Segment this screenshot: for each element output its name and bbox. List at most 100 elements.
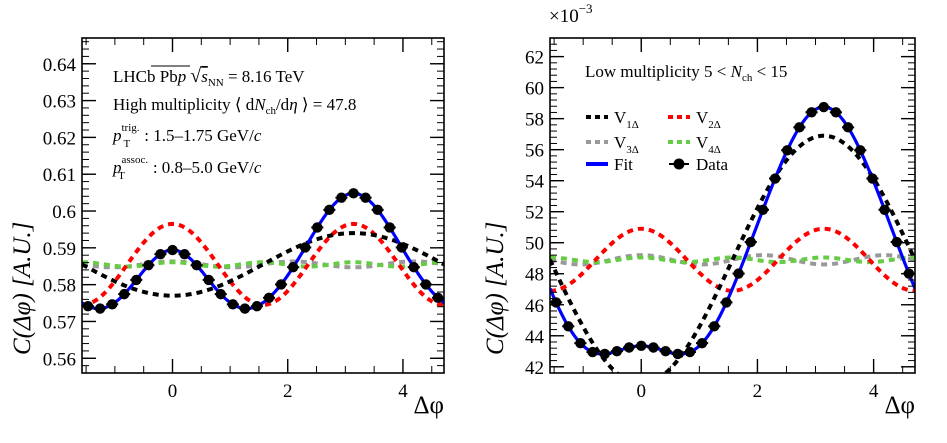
legend-v2: V2Δ [668,108,721,131]
right-y-tick-label: 48 [525,265,544,286]
right-curves [550,105,915,373]
left-data-point [143,260,154,271]
right-data-point [879,204,890,215]
right-y-tick-label: 54 [525,172,545,193]
right-y-tick-label: 60 [525,79,544,100]
left-data-point [106,299,118,310]
right-data-point [684,346,696,358]
right-curve-fit [550,105,915,356]
right-data-point [782,145,793,156]
legend-v2-label: V2Δ [696,108,721,131]
left-data-point [251,300,263,312]
left-data-point [119,288,130,300]
left-annotation-multiplicity: High multiplicity ⟨ dNch/dη ⟩ = 47.8 [113,95,356,117]
left-curves [82,191,444,311]
left-y-tick-label: 0.62 [43,128,76,149]
left-data-point [167,244,178,256]
left-data-point [227,299,239,310]
left-data-point [408,261,420,273]
left-data-point [191,260,202,271]
right-axis-ticks: 42 44 46 48 50 52 54 56 58 60 62 0 2 4 [525,37,915,402]
right-axis-multiplier: ×10−3 [549,1,593,27]
left-data-point [287,261,299,273]
left-panel: 0.56 0.57 0.58 0.59 0.6 0.61 0.62 0.63 0.64 0 2 4 C… [9,37,445,419]
right-data-point [769,173,781,184]
legend-v3: V3Δ [586,133,639,156]
left-data-point [239,303,251,314]
left-data-point [179,248,190,260]
left-data-point [275,279,287,290]
left-data-point [155,248,166,260]
left-data-point [384,222,395,233]
legend-fit: Fit [586,155,633,174]
left-curve-v1δ [82,231,444,298]
right-data-point [575,337,586,349]
legend-v3-label: V3Δ [614,133,639,156]
left-y-tick-label: 0.58 [43,276,76,297]
right-data-point [867,173,878,184]
legend-v1-label: V1Δ [614,108,639,131]
right-data-point [709,321,720,332]
right-data-point [806,107,817,118]
left-data-markers [82,188,444,314]
left-data-point [300,242,311,253]
right-data-point [672,348,683,360]
right-plot-frame [549,37,916,374]
left-curve-v2δ [82,221,444,307]
legend-v4: V4Δ [668,133,721,156]
right-data-point [830,107,842,118]
left-y-tick-label: 0.56 [43,349,76,370]
right-data-point [623,342,635,353]
right-data-point [563,321,574,332]
left-x-axis-label: Δφ [413,392,444,419]
right-data-point [745,236,756,248]
left-data-point [203,274,214,286]
right-data-point [794,122,805,133]
left-data-point [263,292,275,304]
right-annotation-multiplicity: Low multiplicity 5 < Nch < 15 [585,62,787,84]
right-data-point [733,268,744,279]
right-data-point [696,337,708,349]
left-annotation-collision: LHCb Pbp √sNN = 8.16 TeV [113,65,305,89]
right-data-point [660,345,671,357]
left-data-point [82,300,94,312]
right-x-tick-label: 0 [637,381,647,402]
legend-data-marker [673,158,685,170]
right-y-tick-label: 56 [525,141,544,162]
left-data-point [360,192,371,203]
left-y-tick-label: 0.59 [43,239,76,260]
right-y-tick-label: 42 [525,358,544,379]
legend-v1: V1Δ [586,108,639,131]
right-data-markers [550,101,915,360]
left-data-point [396,242,407,253]
left-data-point [94,303,106,314]
left-data-point [324,204,335,216]
left-annotation-ptrig: ptrig. T: 1.5–1.75 GeV/c [112,122,262,150]
right-data-point [636,340,647,352]
left-axis-ticks: 0.56 0.57 0.58 0.59 0.6 0.61 0.62 0.63 0.64 0 2 4 [43,38,444,402]
right-curve-v1δ [550,133,915,373]
left-data-point [131,274,142,286]
right-y-tick-label: 62 [525,48,544,69]
right-curve-v3δ [550,253,915,267]
left-data-point [215,288,226,300]
left-x-tick-label: 2 [283,381,293,402]
legend-data-label: Data [696,155,729,174]
right-data-point [842,122,854,133]
right-data-point [855,145,866,156]
right-y-axis-label: C(Δφ) [A.U.] [482,222,509,355]
left-x-tick-label: 4 [398,381,408,402]
right-x-tick-label: 2 [753,381,763,402]
right-data-point [757,204,769,215]
right-data-point [648,342,659,353]
left-curve-v4δ [82,260,444,269]
legend-fit-label: Fit [614,155,633,174]
right-data-point [599,348,610,360]
left-y-tick-label: 0.61 [43,165,76,186]
right-data-point [818,101,829,113]
right-curve-v2δ [550,226,915,293]
left-curve-fit [82,191,444,311]
right-y-tick-label: 52 [525,203,544,224]
left-y-tick-label: 0.6 [52,202,76,223]
